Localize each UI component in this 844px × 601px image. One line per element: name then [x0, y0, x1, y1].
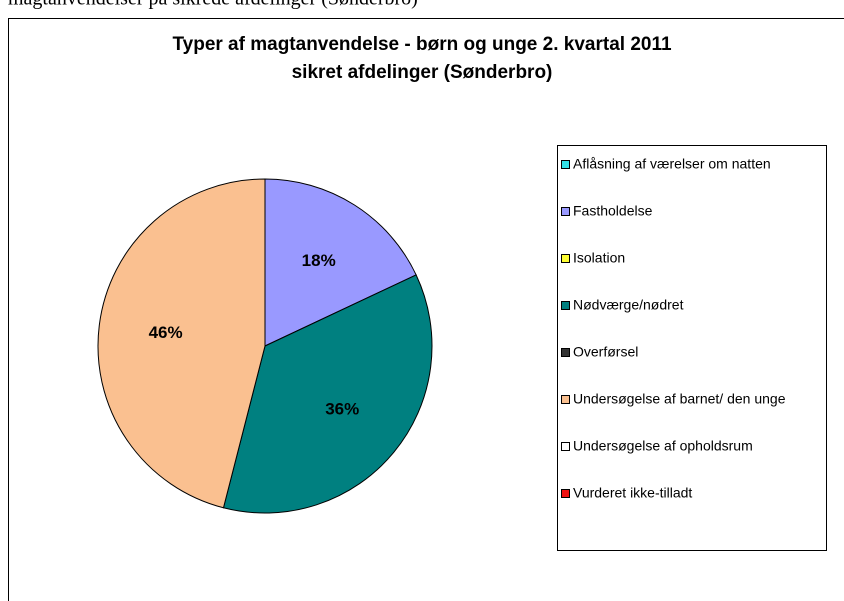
- legend-swatch: [561, 301, 570, 310]
- pie-slice: [222, 274, 433, 514]
- data-label: 46%: [149, 323, 183, 342]
- legend-swatch: [561, 395, 570, 404]
- pie-slice: [97, 178, 266, 509]
- legend-label: Fastholdelse: [573, 203, 653, 219]
- data-label: 36%: [325, 399, 359, 418]
- legend-label: Aflåsning af værelser om natten: [573, 156, 771, 172]
- legend-label: Undersøgelse af barnet/ den unge: [573, 391, 786, 407]
- chart-title: sikret afdelinger (Sønderbro): [292, 62, 553, 83]
- legend-swatch: [561, 442, 570, 451]
- legend-label: Vurderet ikke-tilladt: [573, 485, 692, 501]
- legend-swatch: [561, 489, 570, 498]
- legend-label: Nødværge/nødret: [573, 297, 684, 313]
- legend-label: Overførsel: [573, 344, 638, 360]
- legend-label: Isolation: [573, 250, 625, 266]
- caption: magtanvendelser på sikrede afdelinger (S…: [8, 0, 418, 10]
- data-label: 18%: [302, 251, 336, 270]
- legend-swatch: [561, 254, 570, 263]
- legend-swatch: [561, 348, 570, 357]
- pie-slice: [264, 178, 417, 347]
- legend-swatch: [561, 160, 570, 169]
- legend-label: Undersøgelse af opholdsrum: [573, 438, 753, 454]
- legend-swatch: [561, 207, 570, 216]
- chart-title: Typer af magtanvendelse - børn og unge 2…: [172, 34, 672, 55]
- legend-box: [557, 145, 827, 551]
